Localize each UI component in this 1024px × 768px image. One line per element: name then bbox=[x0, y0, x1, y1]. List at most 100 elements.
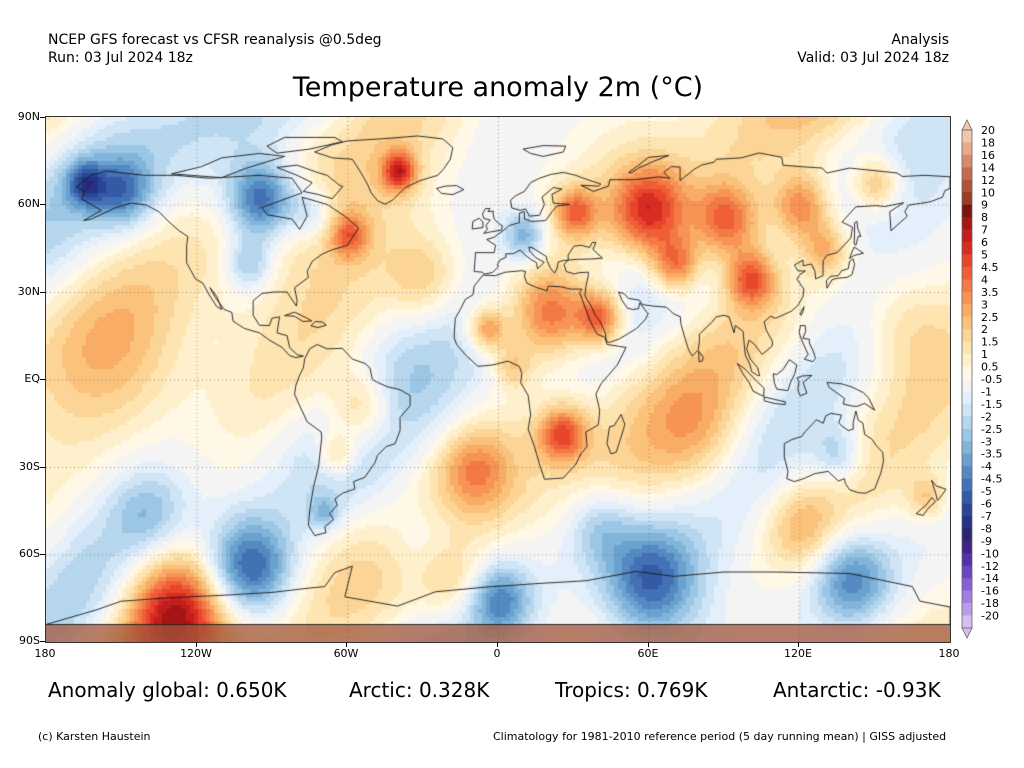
axis-tick bbox=[40, 117, 45, 118]
lat-label-60s: 60S bbox=[19, 547, 40, 560]
colorbar-swatch bbox=[962, 329, 972, 342]
valid-time: Valid: 03 Jul 2024 18z bbox=[797, 50, 949, 66]
colorbar-min-arrow bbox=[961, 627, 973, 639]
axis-tick bbox=[40, 641, 45, 642]
colorbar-label: 14 bbox=[981, 161, 995, 174]
colorbar-label: 4 bbox=[981, 273, 988, 286]
axis-tick bbox=[40, 292, 45, 293]
colorbar-legend: 201816141210987654.543.532.521.510.5-0.5… bbox=[961, 119, 1002, 639]
colorbar-swatch bbox=[962, 416, 972, 430]
author-credit: (c) Karsten Haustein bbox=[38, 730, 151, 743]
colorbar-label: -6 bbox=[981, 498, 992, 511]
lat-label-eq: EQ bbox=[24, 372, 40, 385]
colorbar-label: -5 bbox=[981, 485, 992, 498]
colorbar-swatch bbox=[962, 379, 972, 392]
axis-tick bbox=[40, 554, 45, 555]
colorbar-swatch bbox=[962, 466, 972, 479]
colorbar-swatch bbox=[962, 553, 972, 567]
colorbar-label: -0.5 bbox=[981, 373, 1002, 386]
lat-label-90n: 90N bbox=[17, 110, 40, 123]
colorbar-swatch bbox=[962, 478, 972, 492]
axis-tick bbox=[648, 642, 649, 647]
axis-tick bbox=[346, 642, 347, 647]
colorbar-swatch bbox=[962, 441, 972, 454]
colorbar-label: -4.5 bbox=[981, 473, 1002, 486]
colorbar-label: 10 bbox=[981, 186, 995, 199]
lat-label-60n: 60N bbox=[17, 197, 40, 210]
colorbar-swatch bbox=[962, 491, 972, 504]
colorbar-max-arrow bbox=[961, 119, 973, 131]
lon-label-120w: 120W bbox=[180, 647, 212, 660]
run-time: Run: 03 Jul 2024 18z bbox=[48, 50, 193, 66]
colorbar-swatch bbox=[962, 590, 972, 604]
colorbar-swatch bbox=[962, 154, 972, 168]
colorbar-label: -1 bbox=[981, 385, 992, 398]
lon-label-120e: 120E bbox=[784, 647, 812, 660]
colorbar-label: 2.5 bbox=[981, 311, 999, 324]
colorbar-label: 0.5 bbox=[981, 361, 999, 374]
colorbar-label: -8 bbox=[981, 522, 992, 535]
colorbar-label: -9 bbox=[981, 535, 992, 548]
colorbar-label: -14 bbox=[981, 572, 999, 585]
colorbar-label: 1.5 bbox=[981, 336, 999, 349]
colorbar-label: -2 bbox=[981, 410, 992, 423]
colorbar-label: -7 bbox=[981, 510, 992, 523]
axis-tick bbox=[497, 642, 498, 647]
axis-tick bbox=[798, 642, 799, 647]
colorbar-label: 20 bbox=[981, 124, 995, 137]
colorbar-swatch bbox=[962, 291, 972, 305]
colorbar-label: 1 bbox=[981, 348, 988, 361]
lon-label-0: 0 bbox=[493, 647, 501, 660]
colorbar-label: 3.5 bbox=[981, 286, 999, 299]
colorbar-label: -4 bbox=[981, 460, 992, 473]
lon-label-180w: 180 bbox=[34, 647, 56, 660]
colorbar-label: -2.5 bbox=[981, 423, 1002, 436]
temperature-anomaly-map bbox=[46, 117, 950, 642]
colorbar-label: 7 bbox=[981, 224, 988, 237]
global-anomaly: Anomaly global: 0.650K bbox=[48, 678, 287, 702]
climatology-note: Climatology for 1981-2010 reference peri… bbox=[493, 730, 947, 743]
arctic-anomaly: Arctic: 0.328K bbox=[349, 678, 490, 702]
colorbar-swatch bbox=[962, 279, 972, 293]
colorbar-label: 8 bbox=[981, 211, 988, 224]
colorbar-swatch bbox=[962, 304, 972, 318]
colorbar-swatch bbox=[962, 229, 972, 243]
colorbar-swatch bbox=[962, 565, 972, 579]
tropics-anomaly: Tropics: 0.769K bbox=[555, 678, 708, 702]
lon-label-60w: 60W bbox=[333, 647, 359, 660]
colorbar-swatch bbox=[962, 515, 972, 529]
colorbar-swatch bbox=[962, 366, 972, 380]
colorbar-label: 16 bbox=[981, 149, 995, 162]
colorbar-swatch bbox=[962, 578, 972, 591]
colorbar-swatch bbox=[962, 167, 972, 181]
colorbar-swatch bbox=[962, 266, 972, 280]
colorbar-swatch bbox=[962, 391, 972, 405]
colorbar-label: 12 bbox=[981, 174, 995, 187]
colorbar-label: 9 bbox=[981, 199, 988, 212]
colorbar-label: -12 bbox=[981, 560, 999, 573]
colorbar-swatch bbox=[962, 130, 972, 143]
colorbar-swatch bbox=[962, 217, 972, 230]
colorbar-label: -18 bbox=[981, 597, 999, 610]
colorbar-label: 5 bbox=[981, 249, 988, 262]
colorbar-label: -3.5 bbox=[981, 448, 1002, 461]
colorbar-label: 18 bbox=[981, 136, 995, 149]
antarctic-anomaly: Antarctic: -0.93K bbox=[773, 678, 941, 702]
colorbar-swatch bbox=[962, 453, 972, 467]
colorbar-swatch bbox=[962, 254, 972, 268]
colorbar-label: -16 bbox=[981, 585, 999, 598]
colorbar-swatch bbox=[962, 341, 972, 355]
colorbar-swatch bbox=[962, 242, 972, 255]
axis-tick bbox=[196, 642, 197, 647]
axis-tick bbox=[40, 204, 45, 205]
colorbar-label: 6 bbox=[981, 236, 988, 249]
colorbar-swatch bbox=[962, 428, 972, 442]
colorbar-swatch bbox=[962, 142, 972, 156]
colorbar-label: -1.5 bbox=[981, 398, 1002, 411]
colorbar-swatch bbox=[962, 503, 972, 517]
analysis-label: Analysis bbox=[891, 32, 949, 48]
colorbar-label: -10 bbox=[981, 547, 999, 560]
lat-label-30n: 30N bbox=[17, 285, 40, 298]
colorbar-swatch bbox=[962, 179, 972, 193]
lon-label-60e: 60E bbox=[637, 647, 659, 660]
